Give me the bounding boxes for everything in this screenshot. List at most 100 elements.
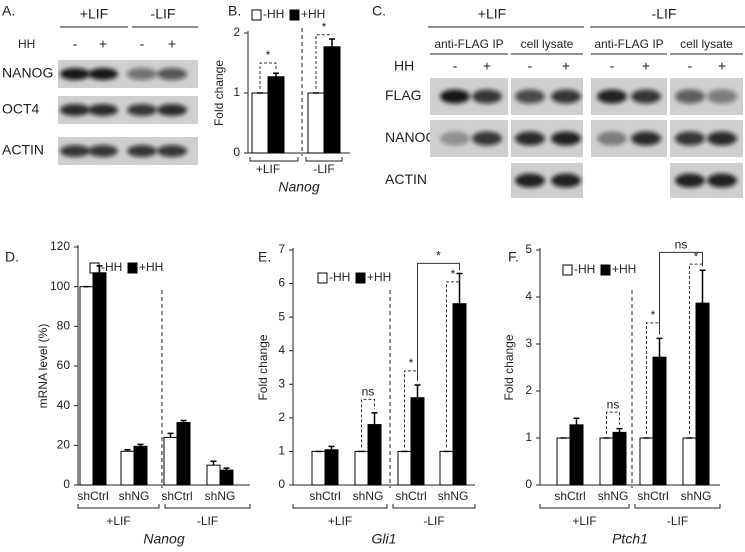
panel-label: F. [508, 249, 519, 265]
group-bracket [634, 504, 721, 509]
treatment-sign: - [73, 36, 78, 52]
treatment-sign: - [528, 58, 533, 74]
blot-band [157, 145, 187, 157]
y-tick-label: 100 [50, 279, 70, 293]
blot-band [127, 68, 157, 80]
bar [682, 437, 697, 486]
group-bracket [305, 157, 343, 162]
blot-band [472, 89, 502, 104]
blot-band [675, 173, 705, 188]
panel-label: A. [2, 3, 15, 19]
significance-label: * [436, 249, 441, 263]
bar [367, 424, 382, 486]
bar [206, 464, 221, 486]
fraction-label: anti-FLAG IP [594, 37, 663, 51]
error-bar [656, 337, 663, 358]
fraction-label: anti-FLAG IP [434, 37, 503, 51]
treatment-sign: - [610, 58, 615, 74]
y-tick-label: 5 [525, 242, 532, 256]
bar [219, 469, 234, 486]
significance-label: ns [675, 238, 688, 252]
blot-band [707, 131, 737, 146]
significance-label: * [651, 308, 656, 322]
legend-label: +HH [612, 262, 636, 276]
legend-label: -HH [574, 262, 595, 276]
legend-label: -HH [263, 7, 284, 21]
significance-bracket [259, 62, 277, 89]
condition-label: +LIF [478, 6, 506, 22]
bar [163, 436, 178, 486]
y-tick-label: 120 [50, 239, 70, 253]
blot-band [440, 89, 470, 104]
y-tick-label: 3 [278, 376, 285, 390]
group-label: -LIF [197, 514, 218, 528]
bar [307, 92, 325, 154]
legend-label: +HH [139, 260, 163, 274]
y-tick-label: 4 [525, 289, 532, 303]
y-axis-title: Fold change [212, 60, 226, 126]
error-bar [699, 269, 706, 304]
blot-band [88, 104, 118, 116]
significance-label: * [451, 267, 456, 281]
legend-swatch [562, 264, 573, 276]
y-tick-label: 80 [57, 319, 71, 333]
error-bar [573, 417, 580, 425]
blot-band [157, 68, 187, 80]
y-tick-label: 1 [233, 85, 240, 99]
row-label: OCT4 [2, 101, 40, 117]
bar [324, 449, 339, 486]
y-axis-title: Fold change [502, 334, 516, 400]
treatment-sign: + [483, 58, 491, 74]
bar [639, 437, 654, 486]
x-tick-label: shCtrl [309, 489, 340, 503]
x-tick-label: shCtrl [637, 489, 668, 503]
bar [652, 356, 667, 486]
x-tick-label: shCtrl [161, 489, 192, 503]
legend-swatch [89, 262, 100, 274]
y-tick-label: 0 [525, 477, 532, 491]
blot-band [472, 131, 502, 146]
y-tick-label: 1 [278, 444, 285, 458]
significance-bracket [446, 269, 460, 448]
significance-label: ns [607, 397, 620, 411]
y-tick-label: 2 [525, 383, 532, 397]
error-bar [210, 460, 217, 466]
blot-band [551, 173, 581, 188]
treatment-sign: + [168, 36, 176, 52]
bar [267, 76, 285, 154]
treatment-sign: - [453, 58, 458, 74]
error-bar [180, 419, 187, 423]
blot-band [88, 68, 118, 80]
legend-label: -HH [329, 270, 350, 284]
y-tick-label: 60 [57, 358, 71, 372]
blot-band [707, 89, 737, 104]
group-label: +LIF [572, 514, 596, 528]
y-axis-title: mRNA level (%) [36, 324, 50, 409]
x-tick-label: shNG [119, 489, 150, 503]
x-tick-label: shCtrl [554, 489, 585, 503]
bar [176, 422, 191, 486]
bar [612, 431, 627, 486]
panel-label: D. [5, 249, 19, 265]
blot-band [707, 173, 737, 188]
legend-swatch [289, 9, 300, 21]
error-bar [167, 432, 174, 438]
error-bar [96, 265, 103, 273]
y-tick-label: 3 [525, 336, 532, 350]
condition-label: -LIF [652, 6, 677, 22]
y-tick-label: 2 [278, 410, 285, 424]
blot-band [597, 89, 627, 104]
blot-band [631, 89, 661, 104]
bar [79, 286, 94, 486]
significance-label: * [266, 48, 271, 62]
y-tick-label: 2 [233, 25, 240, 39]
treatment-label: HH [394, 58, 414, 74]
y-tick-label: 20 [57, 438, 71, 452]
group-label: -LIF [667, 514, 688, 528]
panel-label: E. [258, 249, 271, 265]
significance-bracket [659, 251, 703, 335]
row-label: ACTIN [2, 142, 44, 158]
blot-band [515, 131, 545, 146]
significance-label: ns [362, 385, 375, 399]
fraction-label: cell lysate [521, 37, 574, 51]
